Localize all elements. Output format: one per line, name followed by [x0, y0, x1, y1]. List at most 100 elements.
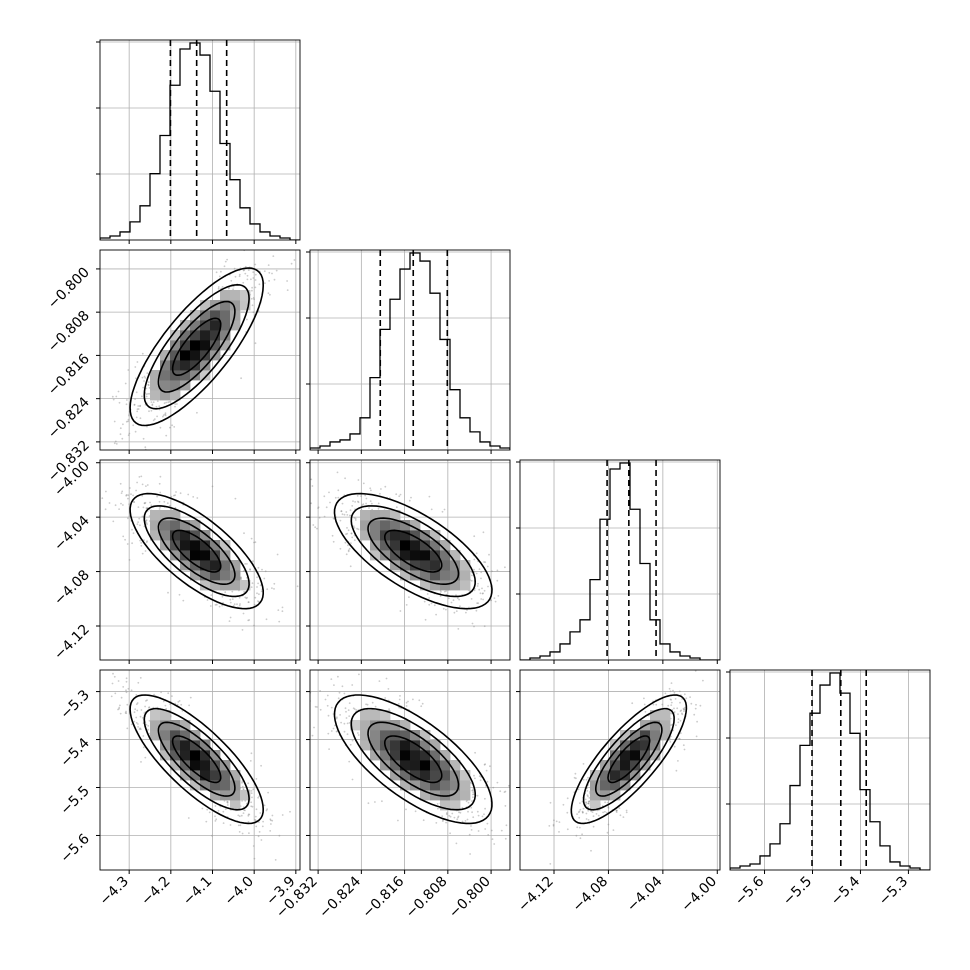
scatter-point	[579, 808, 582, 811]
scatter-point	[160, 691, 163, 694]
scatter-point	[604, 801, 606, 804]
scatter-point	[484, 561, 487, 564]
density-block	[180, 550, 191, 561]
x-tick-label: −4.3	[97, 874, 132, 909]
scatter-point	[449, 832, 451, 835]
scatter-point	[398, 495, 401, 498]
scatter-point	[252, 788, 255, 791]
density-block	[410, 550, 421, 561]
density-block	[430, 570, 441, 581]
density-block	[420, 550, 431, 561]
scatter-point	[139, 405, 141, 408]
scatter-point	[483, 561, 485, 563]
scatter-point	[122, 535, 125, 538]
scatter-point	[257, 835, 260, 838]
scatter-point	[145, 541, 148, 544]
scatter-point	[231, 590, 234, 593]
scatter-point	[120, 502, 122, 505]
density-block	[170, 510, 181, 521]
scatter-point	[365, 497, 368, 500]
scatter-point	[267, 791, 269, 794]
scatter-point	[405, 705, 408, 707]
density-block	[440, 540, 451, 551]
scatter-point	[511, 574, 513, 576]
density-block	[360, 520, 371, 531]
scatter-point	[214, 805, 217, 807]
scatter-point	[326, 694, 329, 697]
scatter-point	[150, 409, 153, 412]
density-block	[640, 740, 651, 751]
panel-frame	[519, 459, 721, 661]
contour-0	[171, 735, 222, 784]
scatter-point	[421, 702, 424, 705]
scatter-point	[162, 700, 165, 703]
scatter-point	[269, 293, 271, 296]
scatter-point	[693, 713, 696, 716]
scatter-point	[330, 706, 333, 709]
density-block	[210, 340, 221, 351]
x-tick-label: −4.08	[570, 874, 612, 916]
scatter-point	[310, 478, 313, 481]
scatter-point	[135, 489, 138, 492]
scatter-point	[480, 598, 483, 600]
scatter-point	[168, 400, 171, 403]
scatter-point	[430, 602, 433, 605]
scatter-point	[218, 605, 221, 608]
scatter-point	[242, 570, 245, 572]
contour-0	[171, 317, 222, 376]
scatter-point	[445, 812, 448, 814]
scatter-point	[211, 485, 214, 488]
scatter-point	[175, 491, 177, 493]
scatter-point	[471, 789, 474, 792]
scatter-point	[655, 703, 658, 706]
density-block	[150, 730, 161, 741]
scatter-point	[587, 819, 590, 821]
scatter-point	[230, 279, 233, 282]
scatter-point	[250, 297, 253, 300]
scatter-point	[474, 751, 476, 754]
scatter-point	[496, 569, 499, 572]
scatter-point	[585, 778, 588, 781]
scatter-point	[581, 811, 584, 814]
scatter-point	[525, 580, 527, 582]
scatter-point	[348, 715, 351, 717]
scatter-point	[694, 707, 697, 710]
scatter-point	[360, 495, 362, 497]
scatter-point	[575, 834, 578, 837]
scatter-point	[258, 821, 260, 823]
density-block	[160, 360, 171, 371]
scatter-point	[566, 811, 569, 814]
contour-1	[595, 721, 663, 797]
scatter-point	[217, 809, 220, 812]
scatter-point	[652, 703, 655, 706]
density-block	[170, 380, 181, 391]
scatter-point	[130, 493, 132, 496]
scatter-point	[257, 600, 259, 602]
density-panel-1-0	[111, 250, 296, 450]
scatter-point	[238, 815, 241, 818]
scatter-point	[255, 825, 258, 828]
scatter-point	[461, 806, 464, 809]
scatter-point	[237, 814, 240, 817]
scatter-point	[457, 816, 459, 819]
scatter-point	[470, 579, 473, 582]
scatter-point	[209, 605, 212, 607]
scatter-point	[336, 471, 339, 474]
scatter-point	[137, 405, 140, 407]
scatter-point	[313, 726, 315, 729]
scatter-point	[127, 497, 129, 500]
scatter-point	[134, 708, 137, 711]
scatter-point	[395, 506, 398, 509]
contour-2	[143, 283, 250, 410]
density-block	[170, 720, 181, 731]
scatter-point	[679, 701, 681, 704]
scatter-point	[465, 800, 468, 803]
density-block	[200, 320, 211, 331]
scatter-point	[254, 279, 257, 281]
scatter-point	[319, 690, 321, 692]
scatter-point	[273, 582, 276, 585]
scatter-point	[210, 594, 213, 596]
scatter-point	[139, 524, 141, 527]
scatter-point	[148, 706, 151, 708]
density-block	[180, 730, 191, 741]
